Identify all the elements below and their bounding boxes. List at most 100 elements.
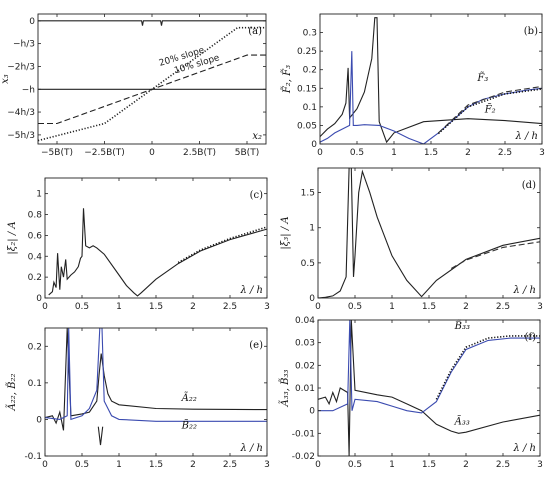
annotation-label: Ã₃₃ (454, 415, 470, 427)
y-tick-label: 0 (311, 140, 317, 150)
series-line-e-1 (45, 328, 267, 422)
series-line-e-2 (97, 426, 104, 446)
annotation-label: B̃₃₃ (454, 320, 470, 332)
y-tick-label: 0.04 (295, 316, 315, 326)
x-tick-label: 0.5 (348, 302, 362, 312)
y-axis-label: x₃ (0, 74, 11, 84)
panel-label: (c) (250, 190, 264, 201)
x-tick-label: 2 (463, 460, 469, 470)
x-tick-label: 2.5 (498, 148, 512, 158)
y-tick-label: 0.02 (295, 361, 315, 371)
y-tick-label: 0 (29, 17, 35, 27)
panel-label: (a) (248, 26, 262, 37)
x-tick-label: 3 (537, 460, 543, 470)
annotation-label: B̃₂₂ (181, 420, 197, 432)
y-axis-label: Ã₂₂, B̃₂₂ (6, 374, 18, 412)
x-tick-label: 1 (116, 302, 122, 312)
x-tick-label: 1 (391, 148, 397, 158)
x-tick-label: 1 (116, 460, 122, 470)
y-tick-label: −4h/3 (7, 108, 35, 118)
x-axis-label: λ / h (239, 443, 263, 454)
x-axis-label: λ / h (239, 285, 263, 296)
series-line-d-1 (450, 241, 540, 269)
x-tick-label: 1.5 (149, 302, 163, 312)
x-tick-label: 2 (190, 460, 196, 470)
x-tick-label: 0.5 (350, 148, 364, 158)
panel-b: 0 0.5 1 1.5 2 2.5 3 0 0.05 0.1 0.15 0.2 0.25 0.3 (b) λ … (281, 13, 545, 158)
panel-c: 0 0.5 1 1.5 2 2.5 3 0 0.2 0.4 0.6 0.8 1 (c) λ / h |ξ₂| … (7, 177, 270, 312)
y-tick-label: 1.5 (301, 189, 315, 199)
series-group (38, 20, 266, 142)
y-axis-label: |ξ₂| / A (7, 221, 18, 254)
series-group (320, 17, 542, 144)
x-tick-label: 0 (317, 148, 323, 158)
x-tick-label: 0 (42, 460, 48, 470)
y-tick-label: -0.01 (292, 429, 315, 439)
series-line-b-2 (438, 85, 542, 134)
x-axis-label: λ / h (512, 443, 536, 454)
series-line-f-1 (318, 320, 540, 414)
y-tick-label: −2h/3 (7, 62, 35, 72)
plot-frame (44, 327, 268, 457)
series-group (318, 168, 540, 298)
x-tick-label: 2.5B(T) (183, 148, 216, 158)
y-tick-label: 0.15 (297, 84, 317, 94)
x-tick-label: 3 (537, 302, 543, 312)
x-tick-label: 2.5 (223, 302, 237, 312)
y-tick-label: 0.2 (28, 273, 42, 283)
x-tick-label: 0 (315, 460, 321, 470)
x-tick-label: 2.5 (223, 460, 237, 470)
x-tick-label: −5B(T) (41, 148, 73, 158)
y-tick-label: 0.25 (297, 47, 317, 57)
y-tick-label: 0.1 (28, 379, 42, 389)
x-tick-label: −2.5B(T) (84, 148, 125, 158)
series-line-c-0 (48, 208, 267, 297)
series-line-a-3 (38, 26, 266, 142)
x-tick-label: 0.5 (348, 460, 362, 470)
x-tick-label: 1.5 (149, 460, 163, 470)
y-tick-label: -0.1 (24, 452, 42, 462)
x-tick-label: 2.5 (496, 460, 510, 470)
series-line-b-1 (320, 51, 542, 144)
x-tick-label: 3 (264, 460, 270, 470)
x-tick-label: 1 (389, 460, 395, 470)
x-axis-label: λ / h (512, 285, 536, 296)
y-tick-label: 1 (309, 224, 315, 234)
series-line-f-2 (435, 335, 540, 400)
x-tick-label: 0 (315, 302, 321, 312)
x-tick-label: 0.5 (75, 460, 89, 470)
x-tick-label: 2 (463, 302, 469, 312)
panel-d: 0 0.5 1 1.5 2 2.5 3 0 0.5 1 1.5 (d) λ / h |ξ₃| / A (280, 167, 543, 312)
y-tick-label: 0.1 (303, 103, 317, 113)
x-tick-label: 1.5 (422, 460, 436, 470)
annotation-label: F̃₃ (476, 72, 488, 84)
x-tick-label: 1.5 (422, 302, 436, 312)
series-line-a-1 (38, 20, 266, 26)
series-group (48, 208, 267, 297)
series-line-b-0 (320, 17, 542, 144)
y-tick-label: −5h/3 (7, 131, 35, 141)
y-tick-label: 0.05 (297, 121, 317, 131)
y-axis-label: |ξ₃| / A (280, 216, 291, 249)
y-tick-label: 0.6 (28, 231, 43, 241)
panel-label: (e) (249, 340, 263, 351)
y-tick-label: 0 (309, 407, 315, 417)
series-line-c-1 (177, 226, 267, 264)
annotation-label: Ã₂₂ (181, 392, 197, 404)
y-axis-label: Ã₃₃, B̃₃₃ (279, 370, 291, 408)
x-tick-label: 0.5 (75, 302, 89, 312)
y-tick-label: 0.4 (28, 252, 43, 262)
x-axis-label: λ / h (514, 131, 538, 142)
y-axis-label: F̃₂, F̃₃ (281, 65, 293, 94)
series-group (45, 328, 267, 446)
plot-frame (37, 13, 267, 145)
panel-a: −5B(T) −2.5B(T) 0 2.5B(T) 5B(T) 0 −h/3 −2h/3 −h −… (0, 13, 267, 158)
panel-label: (d) (522, 180, 536, 191)
x-tick-label: 1 (389, 302, 395, 312)
y-tick-label: 1 (36, 190, 42, 200)
x-tick-label: 2.5 (496, 302, 510, 312)
x-tick-label: 5B(T) (235, 148, 259, 158)
y-tick-label: 0.3 (303, 29, 317, 39)
